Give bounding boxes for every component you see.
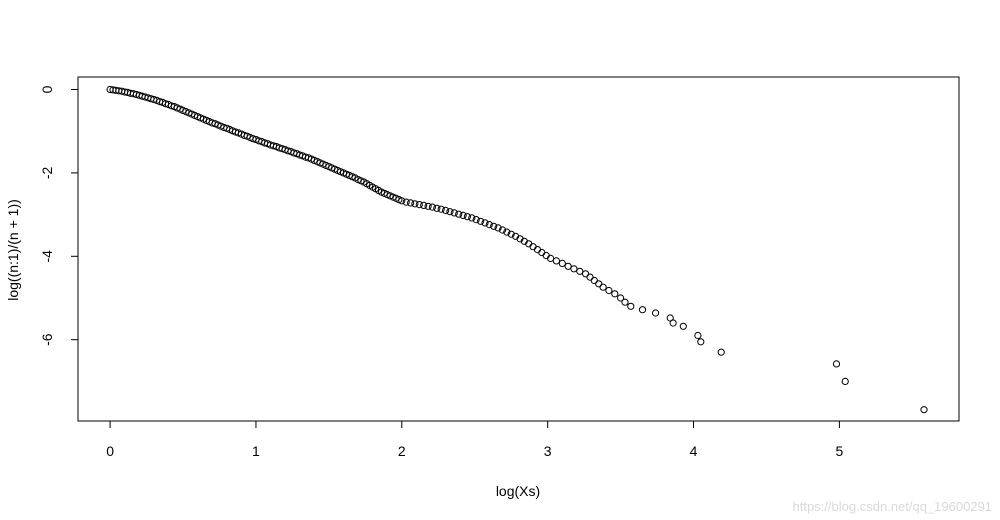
x-tick-label: 5: [835, 443, 843, 459]
data-point: [463, 213, 471, 221]
x-tick-label: 3: [544, 443, 552, 459]
data-point: [586, 273, 594, 281]
data-point: [621, 298, 629, 306]
data-point: [627, 302, 635, 310]
data-point: [437, 205, 445, 213]
data-point: [468, 214, 476, 222]
data-point: [498, 226, 507, 234]
data-point: [507, 230, 515, 238]
data-point: [832, 360, 841, 368]
data-point: [477, 217, 485, 225]
data-point: [420, 201, 428, 209]
data-point: [472, 216, 480, 224]
data-point: [450, 209, 458, 217]
data-point: [558, 259, 566, 267]
data-point: [411, 200, 419, 208]
data-point: [617, 294, 625, 302]
y-tick-label: 0: [39, 85, 55, 93]
y-tick-label: -6: [39, 333, 55, 346]
data-point: [442, 206, 450, 214]
x-tick-label: 1: [252, 443, 260, 459]
data-point: [679, 322, 687, 330]
data-point: [576, 267, 584, 275]
y-axis-title: log((n:1)/(n + 1)): [5, 199, 21, 301]
data-point: [424, 202, 432, 210]
y-tick-label: -2: [39, 166, 55, 179]
data-point: [605, 286, 613, 295]
data-point: [570, 265, 578, 273]
data-point: [697, 338, 705, 346]
data-point: [446, 208, 454, 216]
data-points: [106, 85, 928, 414]
data-point: [433, 204, 441, 212]
data-point: [590, 276, 598, 285]
x-axis-title: log(Xs): [496, 483, 540, 499]
data-point: [402, 198, 410, 206]
plot-frame: [77, 76, 960, 422]
data-point: [694, 331, 702, 340]
x-axis: 0 1 2 3 4 5: [106, 420, 843, 459]
data-point: [398, 197, 406, 205]
data-point: [529, 243, 537, 251]
data-point: [638, 306, 647, 314]
data-point: [841, 377, 849, 385]
data-point: [582, 270, 590, 278]
data-point: [485, 221, 493, 229]
data-point: [611, 290, 619, 298]
data-point: [547, 254, 555, 262]
data-point: [669, 319, 677, 327]
data-point: [920, 406, 928, 414]
data-point: [503, 228, 511, 236]
data-point: [455, 210, 463, 218]
y-axis: 0 -2 -4 -6: [39, 85, 79, 346]
x-tick-label: 4: [690, 443, 698, 459]
data-point: [652, 309, 660, 317]
x-tick-label: 2: [398, 443, 406, 459]
data-point: [599, 283, 607, 291]
data-point: [717, 348, 725, 356]
watermark: https://blog.csdn.net/qq_19600291: [792, 499, 993, 514]
data-point: [542, 251, 550, 260]
data-point: [494, 224, 502, 232]
x-tick-label: 0: [106, 443, 114, 459]
y-tick-label: -4: [39, 250, 55, 263]
data-point: [407, 199, 415, 207]
data-point: [415, 201, 423, 209]
data-point: [490, 222, 498, 230]
data-point: [595, 280, 603, 288]
data-point: [552, 257, 561, 265]
data-point: [459, 211, 467, 219]
data-point: [564, 262, 572, 270]
data-point: [428, 203, 436, 211]
data-point: [481, 219, 489, 227]
